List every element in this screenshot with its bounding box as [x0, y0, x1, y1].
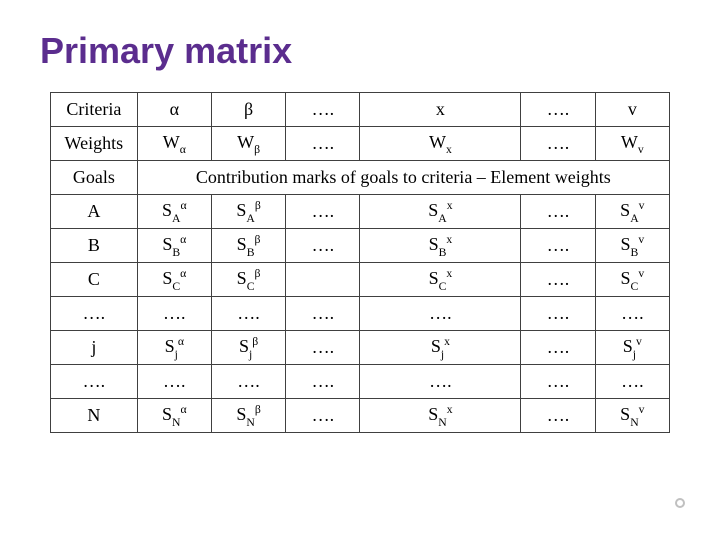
matrix-cell: ….: [360, 365, 521, 399]
matrix-cell: ….: [521, 195, 595, 229]
matrix-cell: SBα: [137, 229, 211, 263]
matrix-cell: Sjv: [595, 331, 669, 365]
matrix-cell: SAα: [137, 195, 211, 229]
matrix-cell: ….: [521, 93, 595, 127]
table-row: ….….….….….….….: [51, 297, 670, 331]
matrix-cell: ….: [286, 399, 360, 433]
matrix-cell: SAv: [595, 195, 669, 229]
matrix-cell: ….: [521, 399, 595, 433]
matrix-cell: SBv: [595, 229, 669, 263]
matrix-cell: ….: [286, 229, 360, 263]
matrix-cell: Wv: [595, 127, 669, 161]
matrix-cell: ….: [595, 365, 669, 399]
row-label: ….: [51, 365, 138, 399]
matrix-cell: ….: [137, 297, 211, 331]
matrix-cell: ….: [360, 297, 521, 331]
matrix-cell: ….: [595, 297, 669, 331]
matrix-cell: Wβ: [211, 127, 285, 161]
row-label: j: [51, 331, 138, 365]
row-label: N: [51, 399, 138, 433]
table-row: WeightsWαWβ….Wx….Wv: [51, 127, 670, 161]
matrix-cell: ….: [211, 365, 285, 399]
table-row: BSBαSBβ….SBx….SBv: [51, 229, 670, 263]
matrix-cell: Sjα: [137, 331, 211, 365]
page-title: Primary matrix: [40, 30, 670, 72]
row-label: Weights: [51, 127, 138, 161]
matrix-cell: SCv: [595, 263, 669, 297]
matrix-cell: [286, 263, 360, 297]
matrix-cell: ….: [521, 365, 595, 399]
goals-span-cell: Contribution marks of goals to criteria …: [137, 161, 669, 195]
matrix-cell: Wα: [137, 127, 211, 161]
matrix-cell: ….: [521, 263, 595, 297]
matrix-cell: α: [137, 93, 211, 127]
table-row: NSNαSNβ….SNx….SNv: [51, 399, 670, 433]
matrix-cell: SAx: [360, 195, 521, 229]
table-row: ….….….….….….….: [51, 365, 670, 399]
matrix-cell: ….: [286, 127, 360, 161]
matrix-cell: SNv: [595, 399, 669, 433]
matrix-cell: ….: [286, 297, 360, 331]
table-row: ASAαSAβ….SAx….SAv: [51, 195, 670, 229]
row-label: ….: [51, 297, 138, 331]
matrix-cell: ….: [137, 365, 211, 399]
matrix-cell: ….: [521, 127, 595, 161]
matrix-cell: SAβ: [211, 195, 285, 229]
matrix-cell: SNα: [137, 399, 211, 433]
matrix-cell: SNx: [360, 399, 521, 433]
matrix-cell: ….: [521, 297, 595, 331]
matrix-cell: SCα: [137, 263, 211, 297]
row-label: A: [51, 195, 138, 229]
matrix-cell: SBx: [360, 229, 521, 263]
matrix-cell: ….: [521, 331, 595, 365]
matrix-cell: x: [360, 93, 521, 127]
matrix-cell: SBβ: [211, 229, 285, 263]
matrix-cell: β: [211, 93, 285, 127]
row-label: C: [51, 263, 138, 297]
slide-bullet-icon: [675, 498, 685, 508]
matrix-cell: Wx: [360, 127, 521, 161]
primary-matrix-table: Criteriaαβ….x….vWeightsWαWβ….Wx….WvGoals…: [50, 92, 670, 433]
row-label: B: [51, 229, 138, 263]
matrix-cell: ….: [286, 93, 360, 127]
matrix-cell: v: [595, 93, 669, 127]
matrix-cell: SNβ: [211, 399, 285, 433]
matrix-cell: SCx: [360, 263, 521, 297]
matrix-cell: ….: [521, 229, 595, 263]
row-label: Criteria: [51, 93, 138, 127]
table-row: GoalsContribution marks of goals to crit…: [51, 161, 670, 195]
matrix-cell: Sjβ: [211, 331, 285, 365]
matrix-cell: SCβ: [211, 263, 285, 297]
matrix-cell: ….: [286, 331, 360, 365]
table-row: jSjαSjβ….Sjx….Sjv: [51, 331, 670, 365]
row-label: Goals: [51, 161, 138, 195]
table-row: Criteriaαβ….x….v: [51, 93, 670, 127]
matrix-cell: Sjx: [360, 331, 521, 365]
table-row: CSCαSCβ SCx….SCv: [51, 263, 670, 297]
matrix-cell: ….: [286, 195, 360, 229]
matrix-cell: ….: [286, 365, 360, 399]
matrix-cell: ….: [211, 297, 285, 331]
